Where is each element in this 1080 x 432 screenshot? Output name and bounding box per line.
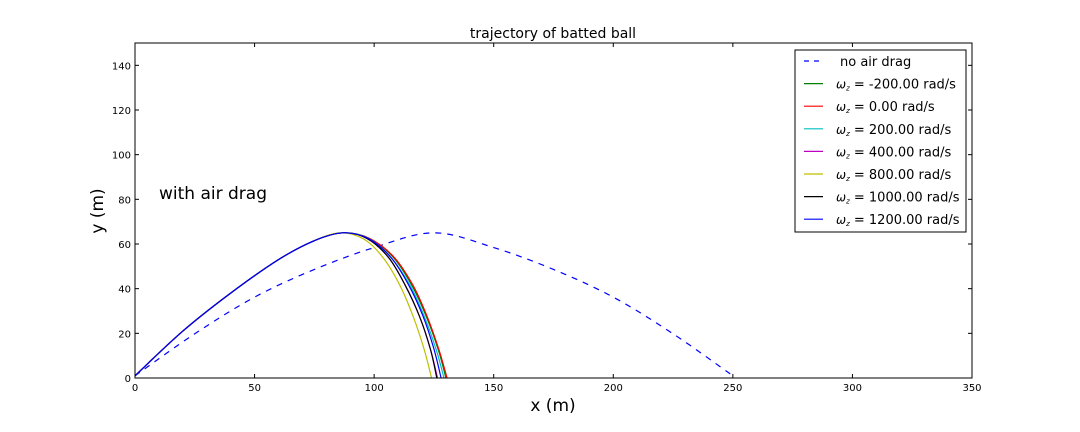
x-axis-label: x (m) <box>530 396 575 416</box>
y-tick-label: 120 <box>112 106 131 117</box>
y-tick-label: 40 <box>118 285 131 296</box>
x-tick-label: 150 <box>484 383 503 394</box>
x-tick-label: 350 <box>962 383 981 394</box>
plot-series <box>134 232 734 379</box>
legend-label: ωz = 200.00 rad/s <box>836 123 951 138</box>
y-tick-label: 100 <box>112 151 131 162</box>
legend-label: ωz = 400.00 rad/s <box>836 145 951 160</box>
x-axis-ticks: 0 50 100 150 200 250 300 350 <box>132 43 982 394</box>
y-tick-label: 80 <box>118 195 131 206</box>
legend-label: ωz = -200.00 rad/s <box>836 78 956 93</box>
x-tick-label: 50 <box>248 383 261 394</box>
x-tick-label: 200 <box>604 383 623 394</box>
x-tick-label: 0 <box>132 383 138 394</box>
series-line-1 <box>134 232 447 379</box>
series-line-5 <box>134 232 433 379</box>
y-tick-label: 0 <box>125 374 131 385</box>
series-line-3 <box>134 232 445 379</box>
legend-label: ωz = 1000.00 rad/s <box>836 191 960 206</box>
series-line-2 <box>134 232 448 379</box>
annotation-with-air-drag: with air drag <box>159 184 267 204</box>
y-axis-label: y (m) <box>88 188 108 233</box>
legend-label: ωz = 800.00 rad/s <box>836 168 951 183</box>
chart-title: trajectory of batted ball <box>470 26 636 42</box>
plot-frame <box>134 42 973 379</box>
legend-box <box>794 49 967 233</box>
legend: no air drag ωz = -200.00 rad/s ωz = 0.00 r… <box>794 49 967 233</box>
x-tick-label: 300 <box>843 383 862 394</box>
y-tick-label: 60 <box>118 240 131 251</box>
series-line-7 <box>134 232 442 379</box>
y-tick-label: 20 <box>118 329 131 340</box>
legend-label: ωz = 1200.00 rad/s <box>836 213 960 228</box>
legend-label: no air drag <box>840 55 911 70</box>
series-no-air-drag <box>134 232 734 377</box>
y-tick-label: 140 <box>112 61 131 72</box>
legend-label: ωz = 0.00 rad/s <box>836 100 935 115</box>
x-tick-label: 250 <box>723 383 742 394</box>
y-axis-ticks: 0 20 40 60 80 100 120 140 <box>112 61 972 385</box>
x-tick-label: 100 <box>365 383 384 394</box>
